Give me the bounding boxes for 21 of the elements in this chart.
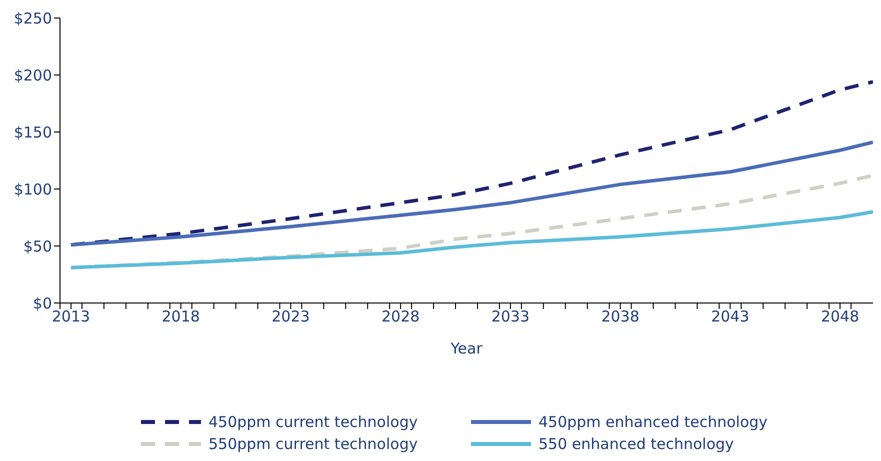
y-tick-label: $50 [23,237,52,256]
legend-label: 450ppm enhanced technology [538,413,768,431]
legend-label: 550 enhanced technology [538,435,734,453]
y-tick-label: $0 [32,294,52,312]
x-tick-label: 2018 [162,308,200,326]
x-tick-label: 2028 [381,308,420,326]
y-tick-label: $150 [14,123,52,142]
x-tick-label: 2013 [52,308,90,326]
line-series [69,140,873,247]
y-tick-label: $100 [14,180,52,198]
x-axis-title: Year [450,340,484,358]
x-tick-label: 2033 [491,308,530,326]
legend-label: 450ppm current technology [208,413,418,431]
y-tick-label: $200 [14,66,52,84]
y-tick-label: $250 [14,9,52,28]
legend-label: 550ppm current technology [208,435,418,453]
line-series [69,210,873,270]
x-tick-label: 2043 [711,308,750,326]
x-tick-label: 2048 [820,308,860,326]
x-tick-label: 2038 [601,308,640,326]
x-tick-label: 2023 [272,308,310,326]
